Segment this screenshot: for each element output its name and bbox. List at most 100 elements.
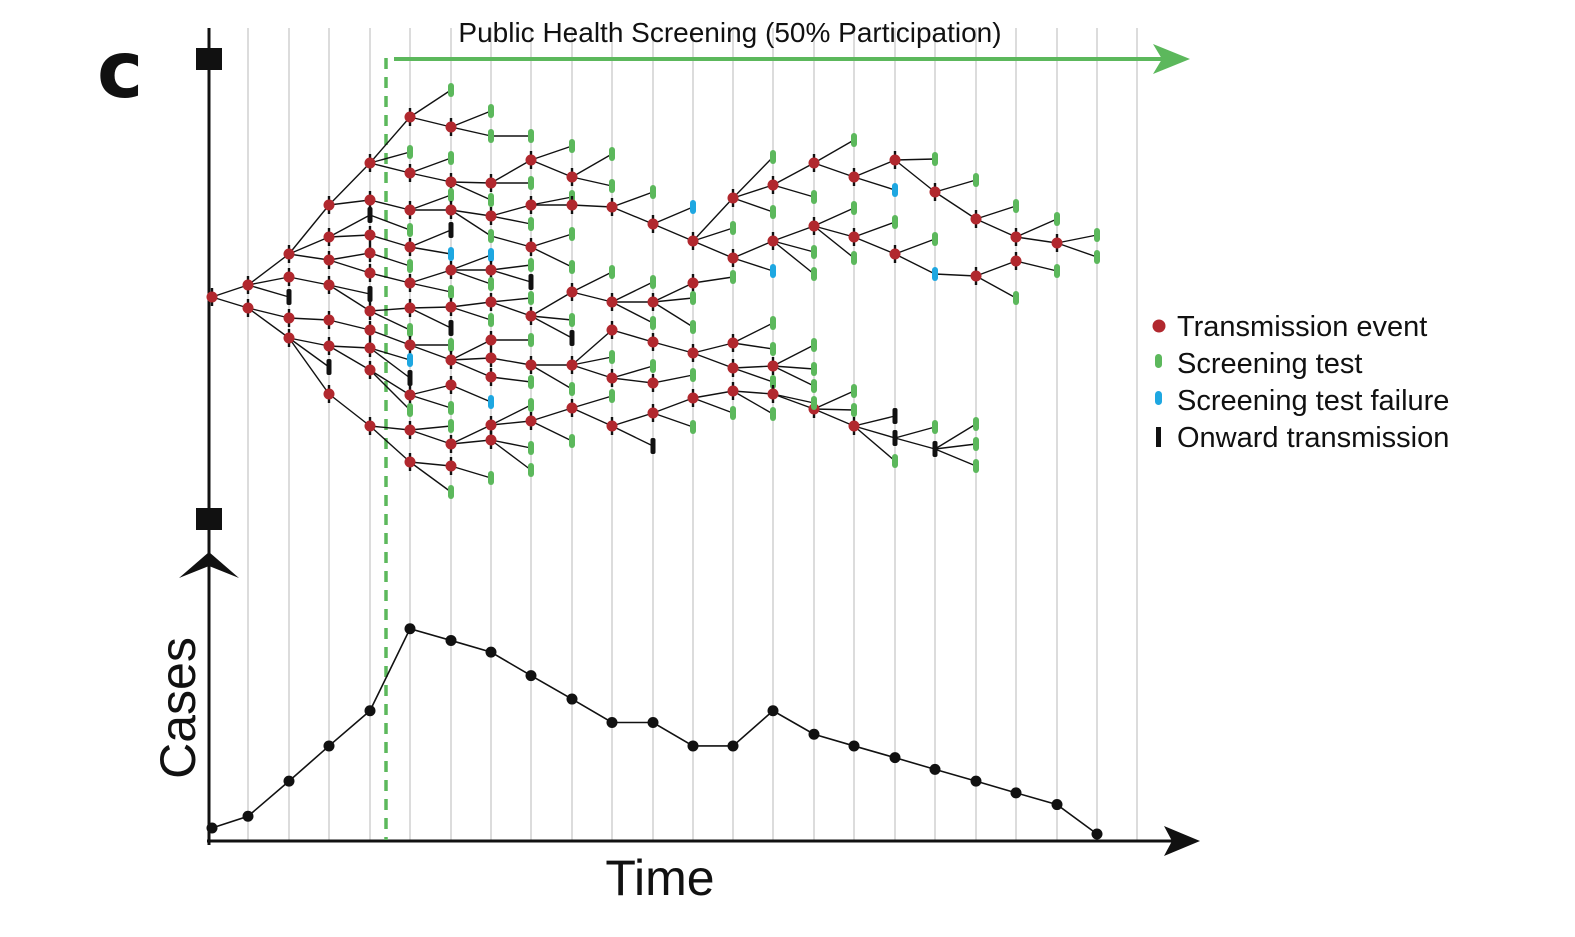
screening-test-node bbox=[448, 338, 454, 352]
screening-test-node bbox=[770, 342, 776, 356]
transmission-edge bbox=[611, 329, 654, 343]
transmission-event-node bbox=[323, 340, 335, 352]
screening-test-node bbox=[851, 133, 857, 147]
screening-test-node bbox=[448, 419, 454, 433]
transmission-edge bbox=[490, 420, 532, 426]
transmission-edge bbox=[611, 191, 654, 208]
transmission-edge bbox=[853, 236, 896, 255]
transmission-edge bbox=[1015, 218, 1058, 238]
transmission-event-node bbox=[364, 229, 376, 241]
transmission-edge bbox=[934, 448, 977, 467]
transmission-edge bbox=[853, 176, 896, 191]
transmission-event-node bbox=[364, 364, 376, 376]
screening-test-node bbox=[528, 291, 534, 305]
screening-test-node bbox=[528, 375, 534, 389]
transmission-edge bbox=[450, 339, 492, 361]
transmission-edge bbox=[813, 162, 855, 178]
screening-failure-node bbox=[770, 264, 776, 278]
x-axis bbox=[207, 826, 1200, 856]
transmission-event-node bbox=[404, 339, 416, 351]
transmission-event-node bbox=[404, 167, 416, 179]
transmission-edge bbox=[490, 297, 532, 303]
transmission-edge bbox=[450, 384, 492, 403]
transmission-event-node bbox=[606, 420, 618, 432]
screening-test-node bbox=[448, 485, 454, 499]
screening-test-node bbox=[811, 362, 817, 376]
screening-test-node bbox=[488, 313, 494, 327]
legend-onward-label: Onward transmission bbox=[1177, 422, 1449, 454]
transmission-event-node bbox=[323, 388, 335, 400]
transmission-edge bbox=[571, 395, 613, 409]
screening-test-node bbox=[650, 359, 656, 373]
transmission-edge bbox=[288, 317, 330, 321]
transmission-edge bbox=[409, 461, 452, 493]
transmission-edge bbox=[450, 209, 492, 237]
transmission-edge bbox=[450, 439, 492, 445]
transmission-event-node bbox=[566, 286, 578, 298]
transmission-edge bbox=[772, 344, 815, 367]
y-axis-label: Cases bbox=[150, 637, 206, 779]
transmission-event-node bbox=[767, 388, 779, 400]
transmission-edge bbox=[490, 159, 532, 184]
transmission-edge bbox=[732, 390, 774, 415]
transmission-edge bbox=[409, 344, 452, 361]
screening-test-node bbox=[448, 401, 454, 415]
screening-test-node bbox=[569, 139, 575, 153]
transmission-event-node bbox=[647, 218, 659, 230]
transmission-edge bbox=[247, 307, 290, 339]
screening-test-node bbox=[973, 173, 979, 187]
transmission-edge bbox=[328, 234, 371, 238]
transmission-edge bbox=[571, 204, 613, 208]
transmission-edge bbox=[975, 260, 1017, 277]
transmission-event-node bbox=[525, 415, 537, 427]
cases-point bbox=[404, 623, 416, 635]
screening-test-node bbox=[569, 382, 575, 396]
transmission-event-node bbox=[445, 460, 457, 472]
transmission-edge bbox=[732, 197, 774, 213]
transmission-edge bbox=[975, 205, 1017, 220]
cases-point bbox=[727, 740, 739, 752]
onward-transmission-node bbox=[448, 320, 454, 336]
transmission-event-node bbox=[687, 277, 699, 289]
transmission-edge bbox=[853, 425, 896, 439]
cases-point bbox=[525, 670, 537, 682]
transmission-tree-nodes bbox=[206, 83, 1100, 499]
transmission-edge bbox=[409, 384, 452, 396]
transmission-event-node bbox=[445, 354, 457, 366]
transmission-edge bbox=[211, 296, 249, 309]
transmission-edge bbox=[450, 465, 492, 479]
transmission-event-node bbox=[929, 186, 941, 198]
cases-point bbox=[323, 740, 335, 752]
transmission-edge bbox=[328, 393, 371, 427]
onward-transmission-node bbox=[932, 441, 938, 457]
y-axis-arrowhead bbox=[179, 552, 239, 578]
legend-item-transmission: Transmission event bbox=[1152, 311, 1427, 343]
transmission-edge bbox=[328, 345, 371, 349]
screening-test-node bbox=[528, 333, 534, 347]
transmission-edge bbox=[450, 359, 492, 378]
transmission-event-node bbox=[606, 324, 618, 336]
transmission-edge bbox=[813, 390, 855, 410]
transmission-event-node bbox=[525, 199, 537, 211]
screening-test-node bbox=[770, 316, 776, 330]
transmission-event-node bbox=[404, 456, 416, 468]
transmission-edge bbox=[409, 269, 452, 284]
screening-failure-node bbox=[932, 267, 938, 281]
transmission-edge bbox=[450, 424, 492, 445]
transmission-event-node bbox=[1051, 237, 1063, 249]
transmission-event-node bbox=[525, 359, 537, 371]
transmission-edge bbox=[652, 206, 694, 225]
transmission-event-node bbox=[242, 279, 254, 291]
transmission-edge bbox=[652, 412, 694, 428]
screening-test-node bbox=[609, 350, 615, 364]
transmission-event-node bbox=[404, 111, 416, 123]
screening-failure-node bbox=[488, 248, 494, 262]
transmission-edge bbox=[450, 181, 492, 184]
transmission-edge bbox=[328, 345, 371, 371]
legend-screening-test-marker bbox=[1155, 354, 1162, 368]
screening-test-node bbox=[528, 129, 534, 143]
transmission-event-node bbox=[525, 154, 537, 166]
screening-test-node bbox=[488, 471, 494, 485]
screening-failure-node bbox=[892, 183, 898, 197]
transmission-event-node bbox=[485, 352, 497, 364]
